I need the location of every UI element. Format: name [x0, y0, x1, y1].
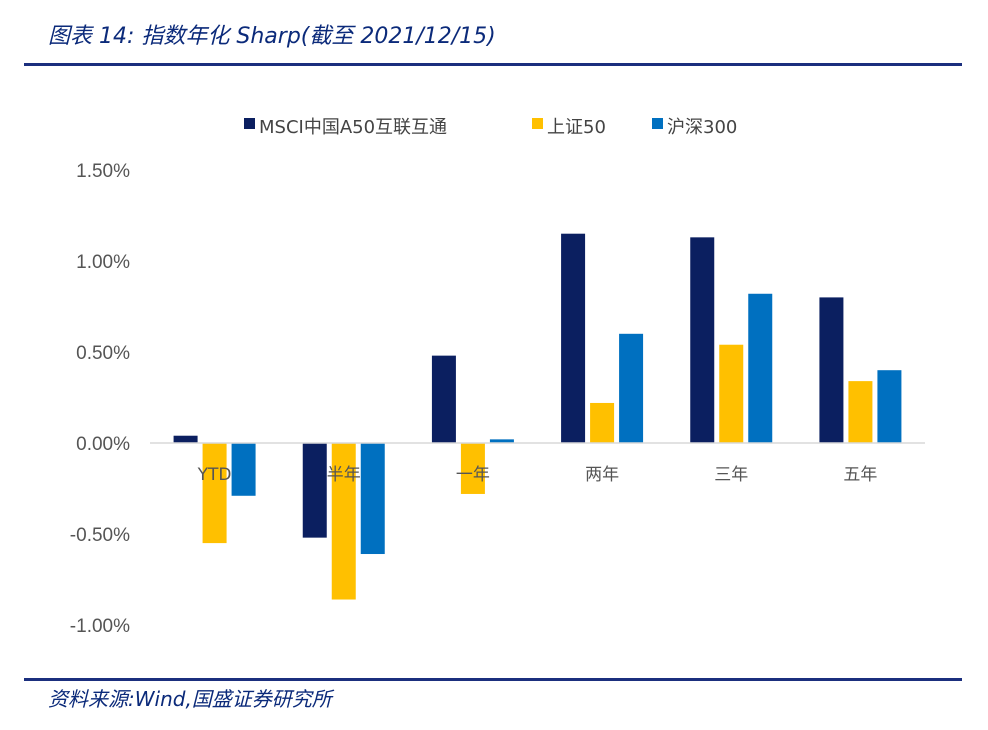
legend-label-2: 沪深300	[667, 117, 737, 138]
bar-4-series-2	[748, 293, 773, 443]
bar-2-series-1	[460, 443, 485, 494]
x-axis-categories: YTD 半年 一年 两年 三年 五年	[197, 465, 878, 485]
x-category-label: 两年	[585, 465, 619, 485]
bar-3-series-1	[590, 402, 615, 443]
bottom-divider	[24, 678, 962, 681]
y-tick-label: 1.50%	[76, 161, 130, 182]
y-tick-label: -1.00%	[70, 616, 130, 637]
bar-1-series-2	[360, 443, 385, 555]
x-category-label: YTD	[197, 465, 232, 485]
chart-legend: MSCI中国A50互联互通 上证50 沪深300	[244, 117, 737, 138]
y-axis-ticks: 1.50% 1.00% 0.50% 0.00% -0.50% -1.00%	[70, 161, 130, 637]
y-tick-label: 1.00%	[76, 252, 130, 273]
bar-1-series-1	[331, 443, 356, 600]
bar-5-series-2	[877, 370, 902, 443]
bar-0-series-0	[173, 435, 198, 443]
legend-label-0: MSCI中国A50互联互通	[259, 117, 447, 138]
legend-swatch-0	[244, 118, 255, 129]
legend-label-1: 上证50	[547, 117, 606, 138]
page-title: 图表 14: 指数年化 Sharp(截至 2021/12/15)	[48, 24, 496, 49]
bar-1-series-0	[302, 443, 327, 538]
bar-5-series-0	[819, 297, 844, 443]
chart-bars	[173, 233, 902, 600]
y-tick-label: -0.50%	[70, 525, 130, 546]
y-tick-label: 0.00%	[76, 434, 130, 455]
x-category-label: 五年	[843, 465, 877, 485]
x-category-label: 半年	[327, 465, 361, 485]
bar-chart: MSCI中国A50互联互通 上证50 沪深300 1.50% 1.00% 0.50% 0.…	[70, 117, 925, 637]
bar-2-series-0	[431, 355, 456, 443]
bar-4-series-0	[690, 237, 715, 443]
bar-2-series-2	[489, 439, 514, 443]
bar-4-series-1	[719, 344, 744, 443]
bar-5-series-1	[848, 381, 873, 443]
bar-3-series-2	[619, 333, 644, 443]
bar-0-series-2	[231, 443, 256, 496]
y-tick-label: 0.50%	[76, 343, 130, 364]
bar-0-series-1	[202, 443, 227, 544]
x-category-label: 一年	[456, 465, 490, 485]
source-note: 资料来源:Wind,国盛证券研究所	[48, 687, 332, 711]
top-divider	[24, 63, 962, 66]
legend-swatch-2	[652, 118, 663, 129]
bar-3-series-0	[561, 233, 586, 443]
legend-swatch-1	[532, 118, 543, 129]
x-category-label: 三年	[714, 465, 748, 485]
